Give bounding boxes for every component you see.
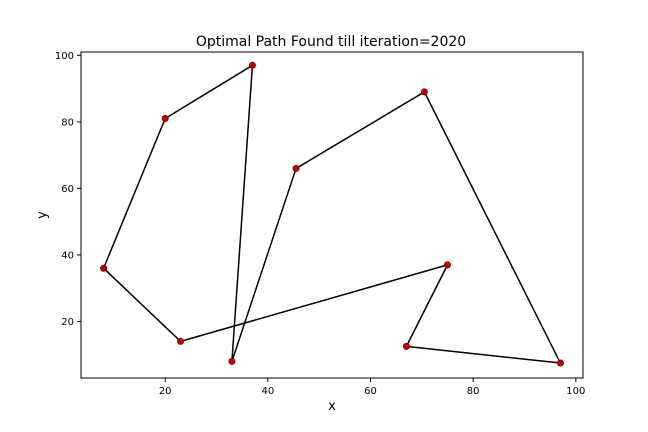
- x-tick-label: 100: [566, 386, 585, 397]
- city-point: [292, 164, 300, 172]
- y-tick-label: 60: [61, 184, 74, 195]
- chart-title: Optimal Path Found till iteration=2020: [196, 34, 466, 50]
- y-tick-label: 20: [61, 317, 74, 328]
- city-point: [443, 261, 451, 269]
- city-point: [228, 357, 236, 365]
- path-segment: [295, 91, 425, 170]
- path-segment: [405, 264, 449, 347]
- path-segment: [164, 64, 253, 120]
- x-tick-label: 40: [261, 386, 274, 397]
- path-segment: [231, 65, 254, 362]
- city-point: [556, 359, 564, 367]
- city-point: [248, 61, 256, 69]
- path-segment: [231, 168, 297, 362]
- path-segment: [102, 118, 166, 269]
- city-point: [100, 264, 108, 272]
- path-segment: [423, 91, 562, 364]
- city-point: [177, 337, 185, 345]
- city-point: [402, 342, 410, 350]
- x-tick-label: 80: [467, 386, 480, 397]
- city-point: [161, 115, 169, 123]
- y-tick-label: 40: [61, 250, 74, 261]
- marker-layer: [100, 61, 564, 367]
- x-axis-label: x: [328, 399, 336, 414]
- x-ticks: 20 40 60 80 100: [159, 378, 585, 397]
- x-tick-label: 20: [159, 386, 172, 397]
- x-tick-label: 60: [364, 386, 377, 397]
- city-point: [420, 88, 428, 96]
- path-segment: [406, 345, 561, 364]
- path-segment: [180, 264, 448, 343]
- y-axis-label: y: [35, 211, 50, 219]
- y-tick-label: 80: [61, 117, 74, 128]
- path-segment: [103, 267, 182, 342]
- plot-area: [80, 51, 584, 379]
- y-ticks: 20 40 60 80 100: [55, 51, 81, 328]
- y-tick-label: 100: [55, 51, 74, 62]
- path-layer: [102, 64, 562, 364]
